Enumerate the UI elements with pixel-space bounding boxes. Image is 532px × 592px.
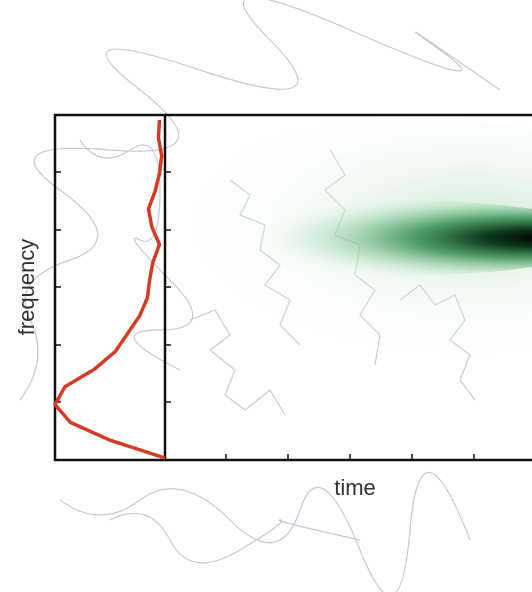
figure: time frequency <box>0 0 532 592</box>
profile-line <box>55 120 165 458</box>
y-axis-label: frequency <box>14 239 39 336</box>
x-axis-label: time <box>334 475 376 500</box>
